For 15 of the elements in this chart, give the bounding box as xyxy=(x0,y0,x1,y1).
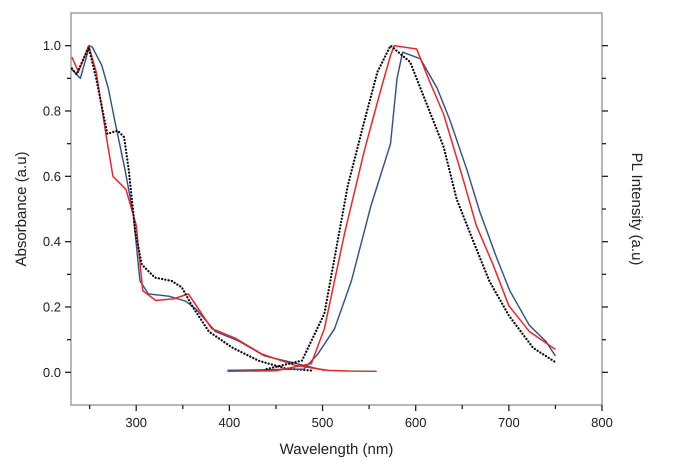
y-tick-label: 0.2 xyxy=(42,300,61,314)
x-tick-label: 600 xyxy=(404,415,427,430)
y-tick-label: 0.4 xyxy=(42,234,61,250)
x-tick-label: 500 xyxy=(312,415,334,430)
y2-axis-title: PL Intensity (a.u) xyxy=(628,152,645,266)
x-axis-title: Wavelength (nm) xyxy=(280,441,394,458)
y-axis-title: Absorbance (a.u) xyxy=(13,151,30,267)
y-tick-label: 0.8 xyxy=(42,104,61,118)
x-tick-label: 300 xyxy=(125,415,148,430)
y-tick-label: 0.6 xyxy=(42,168,61,184)
x-tick-label: 700 xyxy=(498,415,520,430)
x-tick-label: 400 xyxy=(218,415,240,430)
y-tick-label: 1.0 xyxy=(42,38,61,54)
y-tick-label: 0.0 xyxy=(42,364,61,380)
x-tick-label: 800 xyxy=(591,415,613,430)
